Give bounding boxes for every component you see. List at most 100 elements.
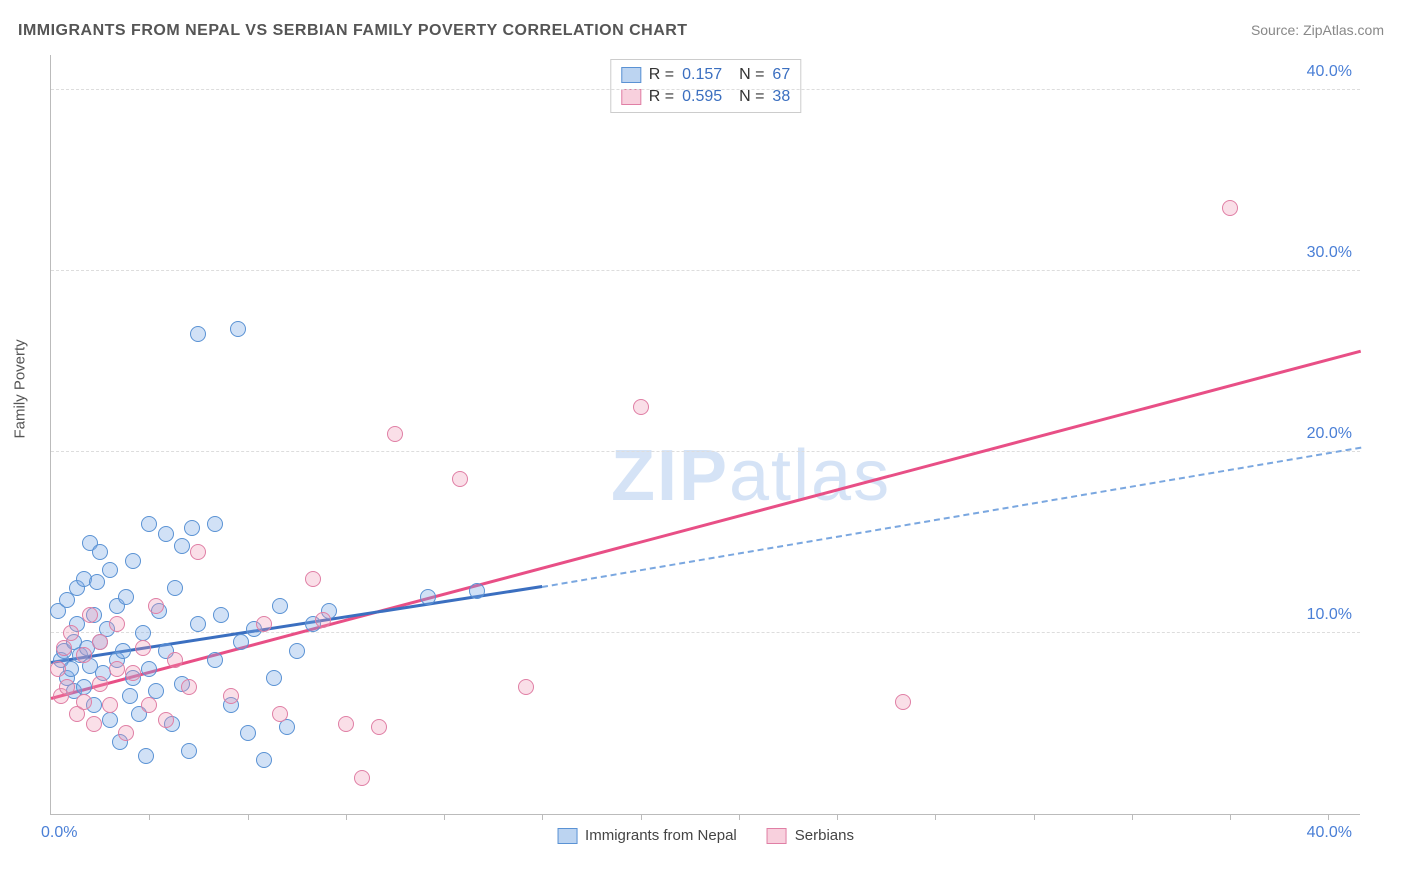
- legend-label-serbian: Serbians: [795, 827, 854, 844]
- scatter-point: [315, 612, 331, 628]
- x-tick: [346, 814, 347, 820]
- x-tick: [149, 814, 150, 820]
- swatch-blue-icon: [557, 828, 577, 844]
- n-value-serbian: 38: [772, 88, 790, 106]
- y-tick-label: 30.0%: [1307, 244, 1352, 262]
- scatter-point: [207, 516, 223, 532]
- watermark: ZIPatlas: [611, 435, 891, 517]
- x-max-label: 40.0%: [1307, 824, 1352, 842]
- scatter-point: [56, 640, 72, 656]
- grid-line: [51, 270, 1360, 271]
- legend-item-nepal: Immigrants from Nepal: [557, 827, 737, 844]
- scatter-point: [115, 643, 131, 659]
- trend-line: [51, 350, 1362, 700]
- scatter-point: [354, 770, 370, 786]
- scatter-point: [118, 725, 134, 741]
- r-value-nepal: 0.157: [682, 66, 722, 84]
- swatch-pink-icon: [767, 828, 787, 844]
- scatter-point: [190, 544, 206, 560]
- scatter-point: [138, 748, 154, 764]
- scatter-point: [102, 697, 118, 713]
- scatter-point: [141, 697, 157, 713]
- swatch-blue-icon: [621, 67, 641, 83]
- watermark-bold: ZIP: [611, 436, 729, 516]
- scatter-point: [109, 616, 125, 632]
- scatter-point: [420, 589, 436, 605]
- scatter-point: [76, 694, 92, 710]
- scatter-point: [305, 571, 321, 587]
- y-axis-label: Family Poverty: [12, 339, 29, 438]
- chart-title: IMMIGRANTS FROM NEPAL VS SERBIAN FAMILY …: [18, 22, 688, 40]
- grid-line: [51, 89, 1360, 90]
- y-tick-label: 20.0%: [1307, 425, 1352, 443]
- x-tick: [1132, 814, 1133, 820]
- scatter-point: [289, 643, 305, 659]
- scatter-point: [518, 679, 534, 695]
- scatter-point: [256, 616, 272, 632]
- n-label: N =: [730, 66, 764, 84]
- r-label: R =: [649, 66, 674, 84]
- x-tick: [837, 814, 838, 820]
- scatter-point: [240, 725, 256, 741]
- scatter-point: [92, 544, 108, 560]
- scatter-point: [338, 716, 354, 732]
- scatter-point: [92, 634, 108, 650]
- scatter-point: [256, 752, 272, 768]
- scatter-point: [82, 607, 98, 623]
- scatter-point: [86, 716, 102, 732]
- scatter-point: [387, 426, 403, 442]
- scatter-point: [92, 676, 108, 692]
- scatter-point: [266, 670, 282, 686]
- scatter-point: [230, 321, 246, 337]
- chart-plot-area: ZIPatlas R = 0.157 N = 67 R = 0.595 N = …: [50, 55, 1360, 815]
- scatter-point: [272, 706, 288, 722]
- scatter-point: [125, 553, 141, 569]
- r-value-serbian: 0.595: [682, 88, 722, 106]
- legend-label-nepal: Immigrants from Nepal: [585, 827, 737, 844]
- x-tick: [1230, 814, 1231, 820]
- scatter-point: [59, 679, 75, 695]
- scatter-point: [118, 589, 134, 605]
- grid-line: [51, 451, 1360, 452]
- scatter-point: [158, 712, 174, 728]
- x-tick: [1034, 814, 1035, 820]
- scatter-point: [76, 647, 92, 663]
- swatch-pink-icon: [621, 89, 641, 105]
- scatter-point: [469, 583, 485, 599]
- r-label: R =: [649, 88, 674, 106]
- x-tick: [641, 814, 642, 820]
- scatter-point: [1222, 200, 1238, 216]
- scatter-point: [89, 574, 105, 590]
- scatter-point: [167, 580, 183, 596]
- scatter-point: [63, 625, 79, 641]
- scatter-point: [233, 634, 249, 650]
- scatter-point: [272, 598, 288, 614]
- scatter-point: [50, 661, 66, 677]
- x-origin-label: 0.0%: [41, 824, 77, 842]
- watermark-light: atlas: [729, 436, 891, 516]
- x-tick: [1328, 814, 1329, 820]
- scatter-point: [174, 538, 190, 554]
- scatter-point: [207, 652, 223, 668]
- scatter-point: [190, 326, 206, 342]
- scatter-point: [141, 516, 157, 532]
- x-tick: [739, 814, 740, 820]
- scatter-point: [158, 526, 174, 542]
- scatter-point: [181, 743, 197, 759]
- scatter-point: [633, 399, 649, 415]
- scatter-point: [184, 520, 200, 536]
- scatter-point: [223, 688, 239, 704]
- x-tick: [248, 814, 249, 820]
- series-legend: Immigrants from Nepal Serbians: [557, 827, 854, 844]
- x-tick: [935, 814, 936, 820]
- scatter-point: [102, 562, 118, 578]
- trend-line: [542, 446, 1361, 587]
- x-tick: [542, 814, 543, 820]
- scatter-point: [895, 694, 911, 710]
- scatter-point: [122, 688, 138, 704]
- scatter-point: [181, 679, 197, 695]
- x-tick: [444, 814, 445, 820]
- n-label: N =: [730, 88, 764, 106]
- scatter-point: [141, 661, 157, 677]
- scatter-point: [109, 661, 125, 677]
